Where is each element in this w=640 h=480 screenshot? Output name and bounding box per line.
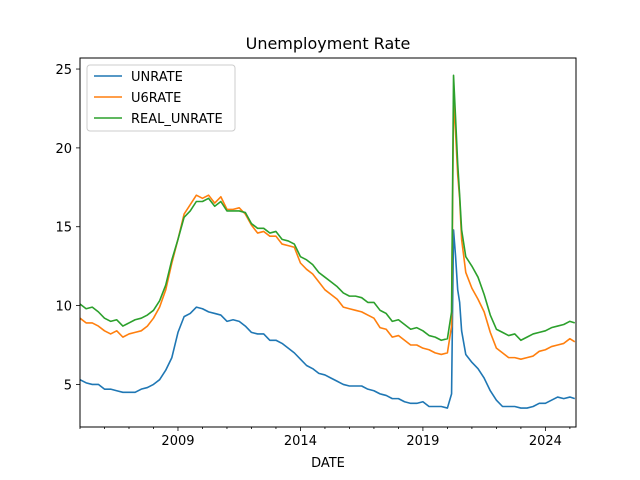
legend: UNRATE U6RATE REAL_UNRATE <box>86 64 236 132</box>
legend-label-unrate: UNRATE <box>131 70 183 85</box>
y-tick-label: 5 <box>64 378 72 393</box>
chart-title: Unemployment Rate <box>246 34 411 53</box>
x-axis-label: DATE <box>311 456 345 471</box>
y-axis: 5 10 15 20 25 <box>55 63 80 393</box>
x-axis: 2009 2014 2019 2024 <box>79 427 571 449</box>
series-line-u6rate <box>79 101 576 360</box>
series-line-unrate <box>79 229 576 409</box>
y-tick-label: 10 <box>55 300 72 315</box>
x-tick-label: 2009 <box>161 434 194 449</box>
series-layer <box>79 74 576 409</box>
y-tick-label: 25 <box>55 63 72 78</box>
y-tick-label: 20 <box>55 142 72 157</box>
series-line-real-unrate <box>79 74 576 342</box>
x-tick-label: 2014 <box>284 434 317 449</box>
x-tick-label: 2019 <box>406 434 439 449</box>
y-tick-label: 15 <box>55 221 72 236</box>
legend-label-real-unrate: REAL_UNRATE <box>131 112 223 127</box>
legend-box <box>86 64 236 132</box>
legend-label-u6rate: U6RATE <box>131 91 181 106</box>
plot-frame <box>79 57 577 428</box>
x-tick-label: 2024 <box>529 434 562 449</box>
